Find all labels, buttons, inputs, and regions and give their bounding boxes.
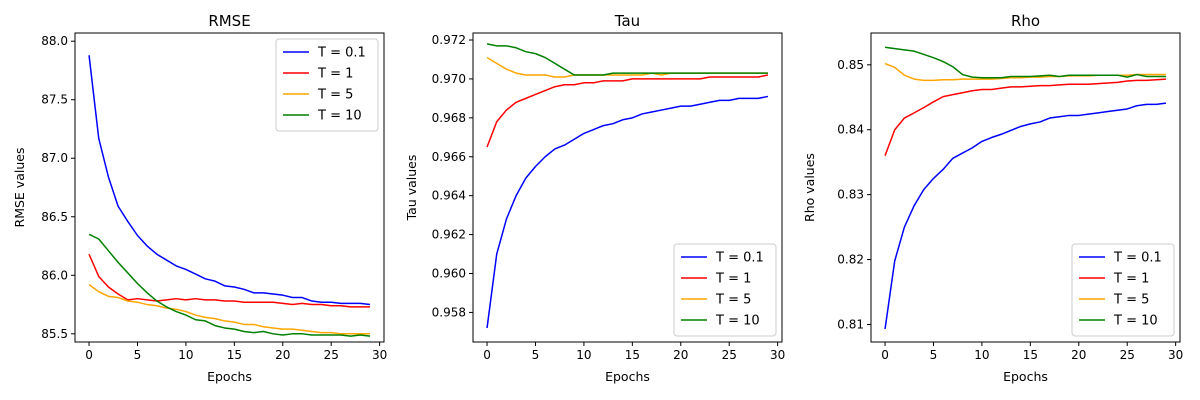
y-tick-label: 0.972 bbox=[432, 33, 466, 47]
y-tick-label: 86.5 bbox=[41, 210, 68, 224]
x-tick-label: 10 bbox=[178, 348, 193, 362]
legend-frame bbox=[1071, 243, 1175, 337]
legend-label: T = 1 bbox=[317, 67, 353, 82]
legend-label: T = 5 bbox=[1113, 293, 1149, 308]
x-tick-label: 30 bbox=[770, 348, 785, 362]
y-axis-label: Rho values bbox=[802, 153, 817, 222]
legend: T = 0.1 T = 1 T = 5 T = 10 bbox=[275, 38, 379, 132]
legend-label: T = 1 bbox=[1113, 272, 1149, 287]
chart-panel-2: Rho 0 5 10 15 20 25 30 0.81 0.82 0.83 0.84 0.85 Epoch… bbox=[802, 12, 1183, 384]
x-tick-label: 15 bbox=[625, 348, 640, 362]
x-tick-label: 30 bbox=[372, 348, 387, 362]
series-line-t-1 bbox=[88, 253, 370, 308]
series-line-t-1 bbox=[884, 78, 1167, 156]
y-tick-label: 0.968 bbox=[432, 111, 466, 125]
legend-label: T = 10 bbox=[1113, 314, 1158, 329]
x-axis-label: Epochs bbox=[207, 369, 252, 384]
series-line-t-10 bbox=[486, 43, 768, 76]
x-tick-label: 10 bbox=[576, 348, 591, 362]
y-tick-label: 0.85 bbox=[837, 58, 864, 72]
series-line-t-0-1 bbox=[884, 102, 1167, 330]
axes-frame bbox=[74, 32, 385, 343]
legend-label: T = 5 bbox=[317, 88, 353, 103]
y-tick-label: 0.970 bbox=[432, 72, 466, 86]
y-tick-label: 0.83 bbox=[837, 188, 864, 202]
y-tick-label: 0.958 bbox=[432, 305, 466, 319]
series-line-t-0-1 bbox=[88, 55, 371, 306]
y-tick-label: 0.81 bbox=[837, 317, 864, 331]
x-tick-label: 5 bbox=[930, 348, 938, 362]
chart-title: RMSE bbox=[208, 12, 250, 30]
legend: T = 0.1 T = 1 T = 5 T = 10 bbox=[1071, 243, 1175, 337]
series-line-t-5 bbox=[486, 56, 768, 78]
legend-label: T = 0.1 bbox=[317, 46, 366, 61]
axes-frame bbox=[472, 32, 783, 343]
y-tick-label: 0.962 bbox=[432, 228, 466, 242]
x-tick-label: 5 bbox=[134, 348, 142, 362]
y-axis-label: RMSE values bbox=[12, 148, 27, 228]
y-tick-label: 85.5 bbox=[41, 327, 68, 341]
y-tick-label: 86.0 bbox=[41, 268, 68, 282]
y-tick-label: 0.966 bbox=[432, 150, 466, 164]
x-tick-label: 25 bbox=[324, 348, 339, 362]
y-tick-label: 0.84 bbox=[837, 123, 864, 137]
legend-frame bbox=[673, 243, 777, 337]
series-line-t-1 bbox=[486, 74, 769, 148]
x-tick-label: 20 bbox=[275, 348, 290, 362]
x-tick-label: 30 bbox=[1168, 348, 1183, 362]
legend-frame bbox=[275, 38, 379, 132]
x-tick-label: 10 bbox=[974, 348, 989, 362]
x-axis-label: Epochs bbox=[1003, 369, 1048, 384]
legend-label: T = 0.1 bbox=[715, 251, 764, 266]
chart-panel-1: Tau 0 5 10 15 20 25 30 0.958 0.960 0.962 0.964 0.966… bbox=[404, 12, 785, 384]
x-tick-label: 5 bbox=[532, 348, 540, 362]
series-line-t-10 bbox=[884, 46, 1166, 79]
x-tick-label: 20 bbox=[673, 348, 688, 362]
x-tick-label: 15 bbox=[227, 348, 242, 362]
chart-panel-0: RMSE 0 5 10 15 20 25 30 85.5 86.0 86.5 87.0 87.5 88.0… bbox=[12, 12, 387, 384]
x-tick-label: 0 bbox=[483, 348, 491, 362]
y-tick-label: 0.964 bbox=[432, 189, 466, 203]
x-tick-label: 15 bbox=[1023, 348, 1038, 362]
series-line-t-5 bbox=[884, 62, 1166, 82]
series-line-t-5 bbox=[88, 284, 370, 335]
chart-title: Rho bbox=[1011, 12, 1040, 30]
x-axis-label: Epochs bbox=[605, 369, 650, 384]
legend-label: T = 10 bbox=[715, 314, 760, 329]
y-tick-label: 88.0 bbox=[41, 34, 68, 48]
y-tick-label: 87.5 bbox=[41, 93, 68, 107]
legend-label: T = 10 bbox=[317, 109, 362, 124]
legend-label: T = 1 bbox=[715, 272, 751, 287]
chart-title: Tau bbox=[614, 12, 640, 30]
y-axis-label: Tau values bbox=[404, 155, 419, 222]
y-tick-label: 0.960 bbox=[432, 267, 466, 281]
x-tick-label: 25 bbox=[722, 348, 737, 362]
y-tick-label: 87.0 bbox=[41, 151, 68, 165]
legend: T = 0.1 T = 1 T = 5 T = 10 bbox=[673, 243, 777, 337]
series-line-t-10 bbox=[88, 233, 371, 337]
axes-frame bbox=[870, 32, 1181, 343]
legend-label: T = 5 bbox=[715, 293, 751, 308]
series-line-t-0-1 bbox=[486, 95, 769, 329]
x-tick-label: 0 bbox=[881, 348, 889, 362]
x-tick-label: 0 bbox=[85, 348, 93, 362]
legend-label: T = 0.1 bbox=[1113, 251, 1162, 266]
x-tick-label: 20 bbox=[1071, 348, 1086, 362]
y-tick-label: 0.82 bbox=[837, 253, 864, 267]
x-tick-label: 25 bbox=[1120, 348, 1135, 362]
